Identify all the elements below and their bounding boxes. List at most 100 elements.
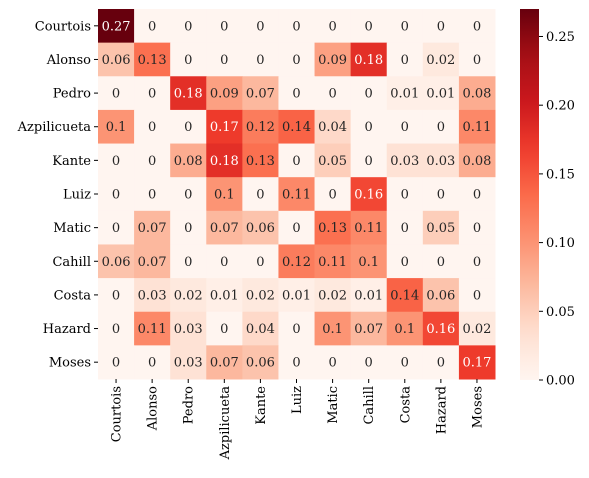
cell-value-label: 0 bbox=[184, 221, 192, 236]
cell-value-label: 0 bbox=[184, 19, 192, 34]
cell-value-label: 0.06 bbox=[102, 255, 131, 270]
heatmap-cell bbox=[386, 177, 424, 212]
heatmap-cell bbox=[242, 345, 279, 380]
colorbar-tick-label: 0.25 bbox=[546, 30, 575, 45]
heatmap-cell bbox=[206, 42, 243, 77]
heatmap-cell bbox=[170, 143, 207, 178]
cell-value-label: 0 bbox=[256, 188, 264, 203]
cell-value-label: 0.03 bbox=[174, 322, 203, 337]
cell-value-label: 0 bbox=[292, 154, 300, 169]
heatmap-cell bbox=[314, 143, 352, 178]
cell-value-label: 0 bbox=[401, 356, 409, 371]
cell-value-label: 0 bbox=[437, 188, 445, 203]
x-tick-label: Courtois bbox=[110, 386, 125, 442]
heatmap-cell bbox=[278, 143, 316, 178]
heatmap-cell bbox=[314, 210, 352, 245]
cell-value-label: 0.07 bbox=[210, 356, 239, 371]
cell-value-label: 0 bbox=[148, 87, 156, 102]
heatmap-cell bbox=[350, 143, 388, 178]
cell-value-label: 0.01 bbox=[354, 288, 383, 303]
heatmap-cell bbox=[422, 244, 460, 279]
cell-value-label: 0.02 bbox=[426, 53, 455, 68]
cell-value-label: 0 bbox=[148, 188, 156, 203]
cell-value-label: 0 bbox=[401, 120, 409, 135]
cell-value-label: 0 bbox=[365, 87, 373, 102]
cell-value-label: 0.17 bbox=[210, 120, 239, 135]
cell-value-label: 0 bbox=[365, 356, 373, 371]
heatmap-cell bbox=[134, 345, 171, 380]
heatmap-cell bbox=[98, 9, 135, 44]
cell-value-label: 0.18 bbox=[354, 53, 383, 68]
y-tick-label: Costa bbox=[54, 288, 92, 303]
y-tick-label: Pedro bbox=[53, 87, 91, 102]
heatmap-cell bbox=[98, 244, 135, 279]
cell-value-label: 0.06 bbox=[426, 288, 455, 303]
cell-value-label: 0.17 bbox=[462, 356, 491, 371]
heatmap-cell bbox=[314, 278, 352, 313]
heatmap-cell bbox=[206, 143, 243, 178]
cell-value-label: 0 bbox=[292, 87, 300, 102]
heatmap-cell bbox=[350, 76, 388, 111]
x-tick-label: Alonso bbox=[146, 386, 161, 431]
cell-value-label: 0 bbox=[112, 288, 120, 303]
cell-value-label: 0 bbox=[401, 221, 409, 236]
heatmap-cell bbox=[98, 76, 135, 111]
heatmap-cell bbox=[134, 210, 171, 245]
heatmap-cell bbox=[458, 210, 496, 245]
heatmap-cell bbox=[314, 109, 352, 145]
heatmap-cell bbox=[350, 345, 388, 380]
cell-value-label: 0 bbox=[401, 188, 409, 203]
heatmap-cell bbox=[458, 244, 496, 279]
heatmap-cell bbox=[386, 345, 424, 380]
y-tick-label: Luiz bbox=[63, 188, 91, 203]
cell-value-label: 0.11 bbox=[282, 188, 311, 203]
cell-value-label: 0.11 bbox=[354, 221, 383, 236]
cell-value-label: 0 bbox=[292, 356, 300, 371]
heatmap-cell bbox=[422, 76, 460, 111]
cell-value-label: 0 bbox=[401, 255, 409, 270]
cell-value-label: 0 bbox=[437, 120, 445, 135]
heatmap-cell bbox=[278, 278, 316, 313]
heatmap-cell bbox=[350, 177, 388, 212]
cell-value-label: 0.06 bbox=[102, 53, 131, 68]
x-tick-label: Hazard bbox=[434, 386, 449, 434]
heatmap-cell bbox=[170, 345, 207, 380]
heatmap-cell bbox=[242, 244, 279, 279]
heatmap-cell bbox=[386, 311, 424, 346]
heatmap-cell bbox=[422, 311, 460, 346]
cell-value-label: 0 bbox=[328, 87, 336, 102]
heatmap-cells bbox=[98, 9, 496, 380]
heatmap-cell bbox=[206, 278, 243, 313]
heatmap-cell bbox=[350, 244, 388, 279]
heatmap-cell bbox=[242, 278, 279, 313]
cell-value-label: 0 bbox=[437, 19, 445, 34]
cell-value-label: 0.07 bbox=[354, 322, 383, 337]
x-tick-label: Azpilicueta bbox=[218, 386, 233, 461]
cell-value-label: 0 bbox=[220, 19, 228, 34]
y-axis: Courtois Alonso Pedro Azpilicueta Kante Luiz M… bbox=[17, 19, 98, 371]
heatmap-cell bbox=[134, 177, 171, 212]
cell-value-label: 0 bbox=[292, 322, 300, 337]
colorbar-tick-label: 0.15 bbox=[546, 167, 575, 182]
cell-value-label: 0.11 bbox=[318, 255, 347, 270]
cell-value-label: 0 bbox=[148, 154, 156, 169]
cell-value-label: 0 bbox=[256, 19, 264, 34]
y-tick-label: Azpilicueta bbox=[17, 120, 92, 135]
heatmap-cell bbox=[314, 9, 352, 44]
colorbar-gradient bbox=[520, 9, 539, 380]
cell-value-label: 0.11 bbox=[462, 120, 491, 135]
heatmap-cell bbox=[98, 311, 135, 346]
cell-value-label: 0.01 bbox=[210, 288, 239, 303]
heatmap-cell bbox=[242, 9, 279, 44]
cell-value-label: 0.03 bbox=[426, 154, 455, 169]
cell-value-label: 0.18 bbox=[210, 154, 239, 169]
cell-value-label: 0.08 bbox=[174, 154, 203, 169]
cell-value-label: 0.1 bbox=[322, 322, 343, 337]
cell-value-label: 0 bbox=[437, 255, 445, 270]
cell-value-label: 0.01 bbox=[426, 87, 455, 102]
y-tick-label: Courtois bbox=[35, 19, 91, 34]
heatmap-cell bbox=[422, 9, 460, 44]
heatmap-cell bbox=[386, 244, 424, 279]
heatmap-cell bbox=[206, 9, 243, 44]
cell-value-label: 0 bbox=[365, 154, 373, 169]
